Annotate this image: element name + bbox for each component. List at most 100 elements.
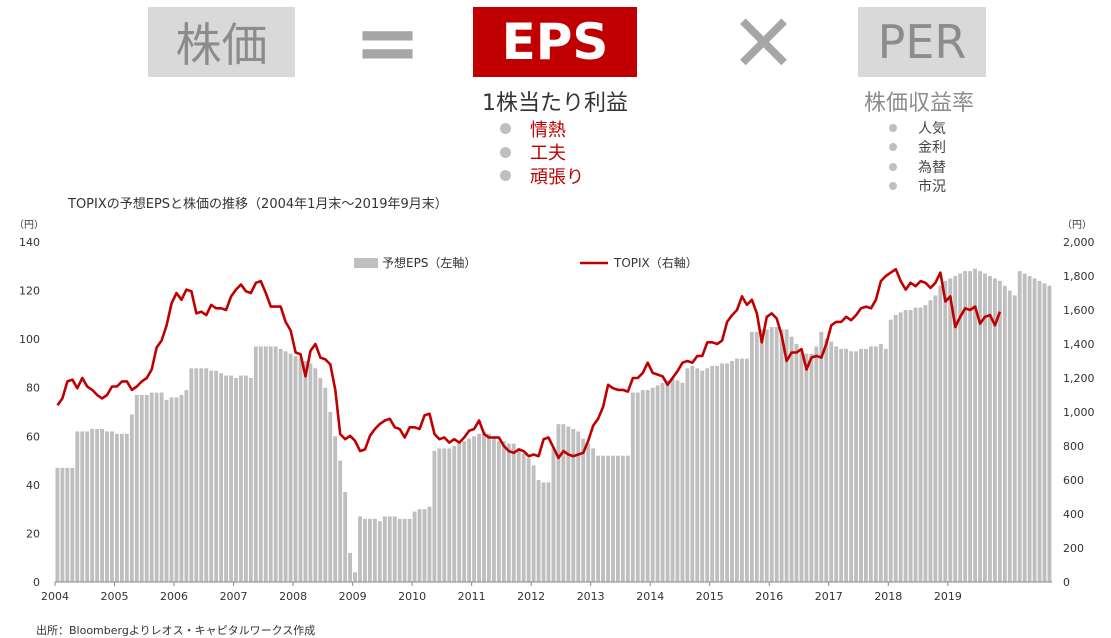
eps-bar xyxy=(169,397,174,582)
eps-bar xyxy=(119,433,124,582)
right-axis-tick-label: 1,200 xyxy=(1063,372,1095,385)
eps-bar xyxy=(1017,271,1022,582)
eps-bar xyxy=(730,361,734,582)
eps-bar xyxy=(968,271,973,582)
eps-bar xyxy=(551,448,556,582)
eps-bar xyxy=(447,448,452,582)
eps-bar xyxy=(377,521,382,582)
eps-bar xyxy=(566,426,571,582)
eps-bar xyxy=(159,392,164,582)
per-factor-list: 人気 金利 為替 市況 xyxy=(889,118,946,196)
eps-bar xyxy=(839,348,844,582)
eps-bar xyxy=(303,361,308,582)
eps-bar xyxy=(715,365,720,582)
bullet-icon xyxy=(500,123,511,135)
right-axis-tick-label: 2,000 xyxy=(1063,236,1095,249)
eps-bar xyxy=(616,455,620,582)
eps-bar xyxy=(1007,290,1012,582)
eps-bar xyxy=(243,375,248,582)
eps-bar xyxy=(992,278,997,582)
eps-bar xyxy=(105,431,109,582)
eps-bar xyxy=(229,375,233,582)
eps-bar xyxy=(620,455,625,582)
chart-title: TOPIXの予想EPSと株価の推移（2004年1月末～2019年9月末） xyxy=(67,196,448,212)
right-axis-tick-label: 400 xyxy=(1063,508,1084,521)
eps-bar xyxy=(670,378,675,582)
eps-bar xyxy=(65,467,70,582)
eps-bar xyxy=(511,443,516,582)
per-box: PER xyxy=(858,7,986,77)
eps-bar xyxy=(596,455,601,582)
eps-bar xyxy=(541,482,546,582)
eps-bar xyxy=(983,273,987,582)
bullet-icon xyxy=(889,123,897,132)
list-item: 市況 xyxy=(889,177,946,197)
eps-bar xyxy=(586,443,591,582)
left-axis-tick-label: 120 xyxy=(19,285,40,298)
eps-bar xyxy=(576,431,581,582)
eps-bar xyxy=(293,356,298,582)
eps-bar xyxy=(1002,285,1007,582)
right-axis-tick-label: 800 xyxy=(1063,440,1084,453)
eps-bars xyxy=(55,268,1052,582)
eps-bar xyxy=(333,436,338,582)
eps-bar xyxy=(779,329,784,582)
x-axis-tick-label: 2007 xyxy=(220,590,248,603)
eps-bar xyxy=(338,460,343,582)
eps-bar xyxy=(749,331,754,582)
eps-bar xyxy=(903,310,908,582)
eps-bar xyxy=(561,424,566,582)
eps-bar xyxy=(685,368,690,582)
eps-bar xyxy=(784,329,789,582)
eps-bar xyxy=(318,378,323,582)
eps-bar xyxy=(224,375,229,582)
eps-bar xyxy=(174,397,179,582)
right-axis-tick-label: 1,800 xyxy=(1063,270,1095,283)
eps-bar xyxy=(452,446,457,582)
eps-bar xyxy=(660,382,665,582)
eps-bar xyxy=(868,346,873,582)
eps-topix-chart: TOPIXの予想EPSと株価の推移（2004年1月末～2019年9月末） （円） （… xyxy=(14,196,1095,603)
eps-bar xyxy=(501,441,506,582)
eps-bar xyxy=(467,438,472,582)
eps-bar xyxy=(407,518,412,582)
x-axis-tick-label: 2015 xyxy=(696,590,724,603)
eps-bar xyxy=(938,285,943,582)
eps-bar xyxy=(650,387,655,582)
eps-bar xyxy=(491,436,496,582)
eps-bar xyxy=(417,509,422,582)
eps-bar xyxy=(184,390,189,582)
eps-bar xyxy=(367,518,372,582)
bullet-icon xyxy=(889,182,897,191)
left-axis-tick-label: 40 xyxy=(26,479,40,492)
eps-bar xyxy=(690,365,695,582)
x-axis-tick-label: 2014 xyxy=(636,590,664,603)
eps-bar xyxy=(829,341,834,582)
eps-bar xyxy=(422,509,427,582)
eps-bar xyxy=(973,268,977,582)
eps-bar xyxy=(834,346,839,582)
eps-bar xyxy=(100,429,105,582)
bullet-icon xyxy=(500,170,511,182)
eps-bar xyxy=(720,363,725,582)
eps-bar xyxy=(477,433,481,582)
left-axis-tick-label: 0 xyxy=(33,576,40,589)
right-axis-tick-label: 1,000 xyxy=(1063,406,1095,419)
source-note: 出所：Bloombergよりレオス・キャピタルワークス作成 xyxy=(36,624,316,637)
eps-bar xyxy=(888,319,893,582)
eps-bar xyxy=(988,276,992,582)
eps-bar xyxy=(546,482,551,582)
right-axis-unit: （円） xyxy=(1062,219,1092,231)
eps-bar xyxy=(283,351,288,582)
eps-bar xyxy=(556,424,561,582)
eps-bar xyxy=(149,392,154,582)
eps-bar xyxy=(268,346,273,582)
eps-bar xyxy=(571,429,576,582)
eps-bar xyxy=(55,467,60,582)
eps-bar xyxy=(219,373,224,582)
eps-bar xyxy=(705,368,710,582)
eps-bar xyxy=(194,368,199,582)
right-axis-tick-label: 0 xyxy=(1063,576,1070,589)
eps-bar xyxy=(328,412,333,582)
eps-bar xyxy=(581,438,586,582)
